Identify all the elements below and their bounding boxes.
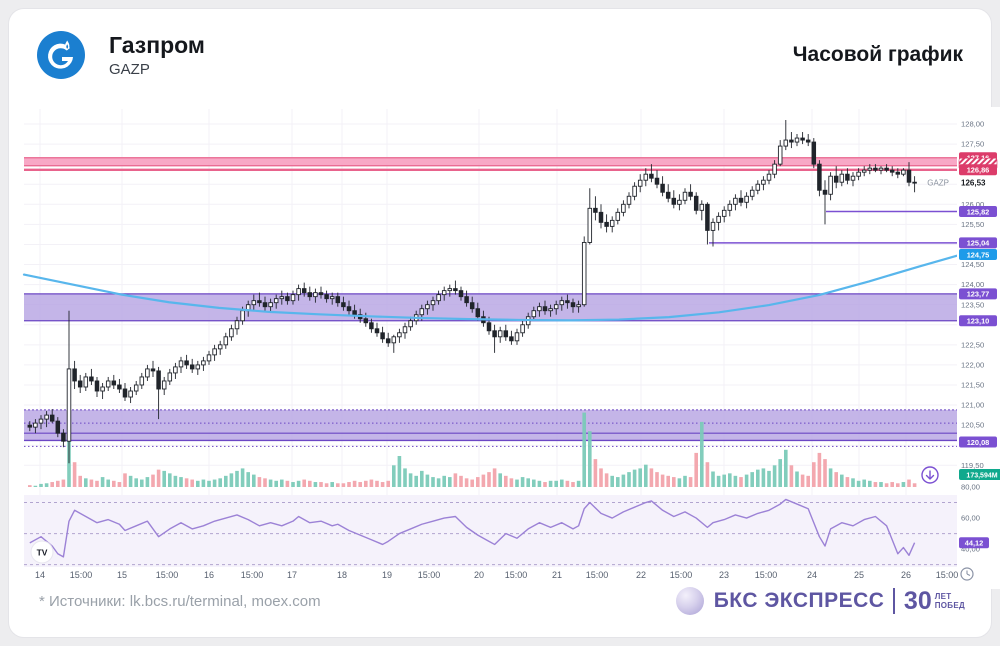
svg-text:122,50: 122,50 [961, 340, 984, 349]
svg-text:17: 17 [287, 570, 297, 580]
chart-area[interactable]: TV 128,00 127,50 126,00 125,50 124,50 124,00 12… [9, 107, 1000, 589]
candlestick-chart[interactable]: TV128,00127,50126,00125,50124,50124,0012… [9, 107, 1000, 589]
svg-text:19: 19 [382, 570, 392, 580]
svg-text:23: 23 [719, 570, 729, 580]
svg-text:15:00: 15:00 [586, 570, 609, 580]
svg-text:126,00: 126,00 [961, 200, 984, 209]
svg-text:15: 15 [117, 570, 127, 580]
svg-text:15:00: 15:00 [241, 570, 264, 580]
svg-text:24: 24 [807, 570, 817, 580]
grid [24, 109, 957, 565]
anniversary-number: 30 [903, 586, 932, 615]
svg-text:15:00: 15:00 [505, 570, 528, 580]
current-price-label: GAZP 126,53 [927, 179, 986, 188]
share-card: Газпром GAZP Часовой график TV 128,00 127,… [8, 8, 1000, 638]
svg-text:15:00: 15:00 [70, 570, 93, 580]
support-lines [709, 210, 957, 244]
svg-text:44,12: 44,12 [965, 539, 984, 548]
svg-text:120,50: 120,50 [961, 421, 984, 430]
anniversary-caption: ЛЕТ ПОБЕД [935, 592, 965, 610]
svg-text:126,53: 126,53 [961, 179, 986, 188]
brand-divider [893, 588, 895, 614]
svg-text:120,08: 120,08 [967, 438, 990, 447]
svg-text:GAZP: GAZP [927, 179, 949, 188]
svg-text:20: 20 [474, 570, 484, 580]
svg-text:15:00: 15:00 [936, 570, 959, 580]
svg-text:126,86: 126,86 [967, 166, 990, 175]
svg-text:16: 16 [204, 570, 214, 580]
svg-text:15:00: 15:00 [418, 570, 441, 580]
brand-name: БКС ЭКСПРЕСС [713, 589, 885, 612]
anniversary-line-2: ПОБЕД [934, 601, 965, 610]
price-axis: 128,00127,50126,00125,50124,50124,00123,… [927, 107, 1000, 589]
svg-text:22: 22 [636, 570, 646, 580]
svg-text:40,00: 40,00 [961, 545, 980, 554]
anniversary-line-1: ЛЕТ [934, 591, 952, 601]
svg-text:121,50: 121,50 [961, 381, 984, 390]
source-note: * Источники: lk.bcs.ru/terminal, moex.co… [39, 592, 321, 610]
svg-text:TV: TV [37, 548, 48, 558]
svg-text:21: 21 [552, 570, 562, 580]
footer: * Источники: lk.bcs.ru/terminal, moex.co… [39, 579, 965, 623]
time-axis: 14 15:00 15 15:00 16 15:00 17 18 19 15:00 20 15:00 2… [35, 567, 974, 581]
moving-average-line [22, 254, 959, 322]
svg-text:122,00: 122,00 [961, 361, 984, 370]
price-badges: 127,16126,86125,82125,04124,75123,77123,… [958, 152, 1000, 549]
bks-sphere-icon [675, 587, 704, 615]
svg-text:127,50: 127,50 [961, 140, 984, 149]
svg-text:15:00: 15:00 [670, 570, 693, 580]
svg-text:123,50: 123,50 [961, 300, 984, 309]
timeframe-title: Часовой график [792, 43, 963, 66]
svg-text:60,00: 60,00 [961, 514, 980, 523]
svg-text:26: 26 [901, 570, 911, 580]
svg-text:80,00: 80,00 [961, 483, 980, 492]
svg-text:121,00: 121,00 [961, 401, 984, 410]
ticker-label: GAZP [109, 61, 150, 79]
svg-text:15:00: 15:00 [156, 570, 179, 580]
svg-text:25: 25 [854, 570, 864, 580]
svg-text:123,10: 123,10 [967, 317, 990, 326]
svg-text:125,50: 125,50 [961, 220, 984, 229]
svg-text:14: 14 [35, 570, 45, 580]
svg-text:18: 18 [337, 570, 347, 580]
svg-text:173,594M: 173,594M [966, 472, 997, 479]
header: Газпром GAZP Часовой график [29, 23, 971, 87]
svg-text:123,77: 123,77 [967, 290, 990, 299]
tradingview-logo-icon: TV [30, 540, 54, 564]
svg-text:128,00: 128,00 [961, 120, 984, 129]
svg-text:124,50: 124,50 [961, 260, 984, 269]
svg-text:124,75: 124,75 [967, 250, 990, 259]
bks-express-logo: БКС ЭКСПРЕСС 30 ЛЕТ ПОБЕД [675, 586, 965, 615]
gazprom-logo-icon [37, 31, 85, 79]
svg-text:15:00: 15:00 [755, 570, 778, 580]
jump-to-latest-icon[interactable] [921, 466, 939, 484]
svg-text:119,50: 119,50 [961, 461, 984, 470]
candles [27, 119, 917, 464]
svg-text:124,00: 124,00 [961, 280, 984, 289]
volume-bars [28, 412, 917, 487]
svg-text:125,04: 125,04 [967, 239, 990, 248]
page-title: Газпром [109, 31, 205, 58]
svg-text:125,82: 125,82 [967, 207, 990, 216]
clock-icon[interactable] [960, 567, 974, 581]
rsi-pane: TV [24, 495, 957, 567]
